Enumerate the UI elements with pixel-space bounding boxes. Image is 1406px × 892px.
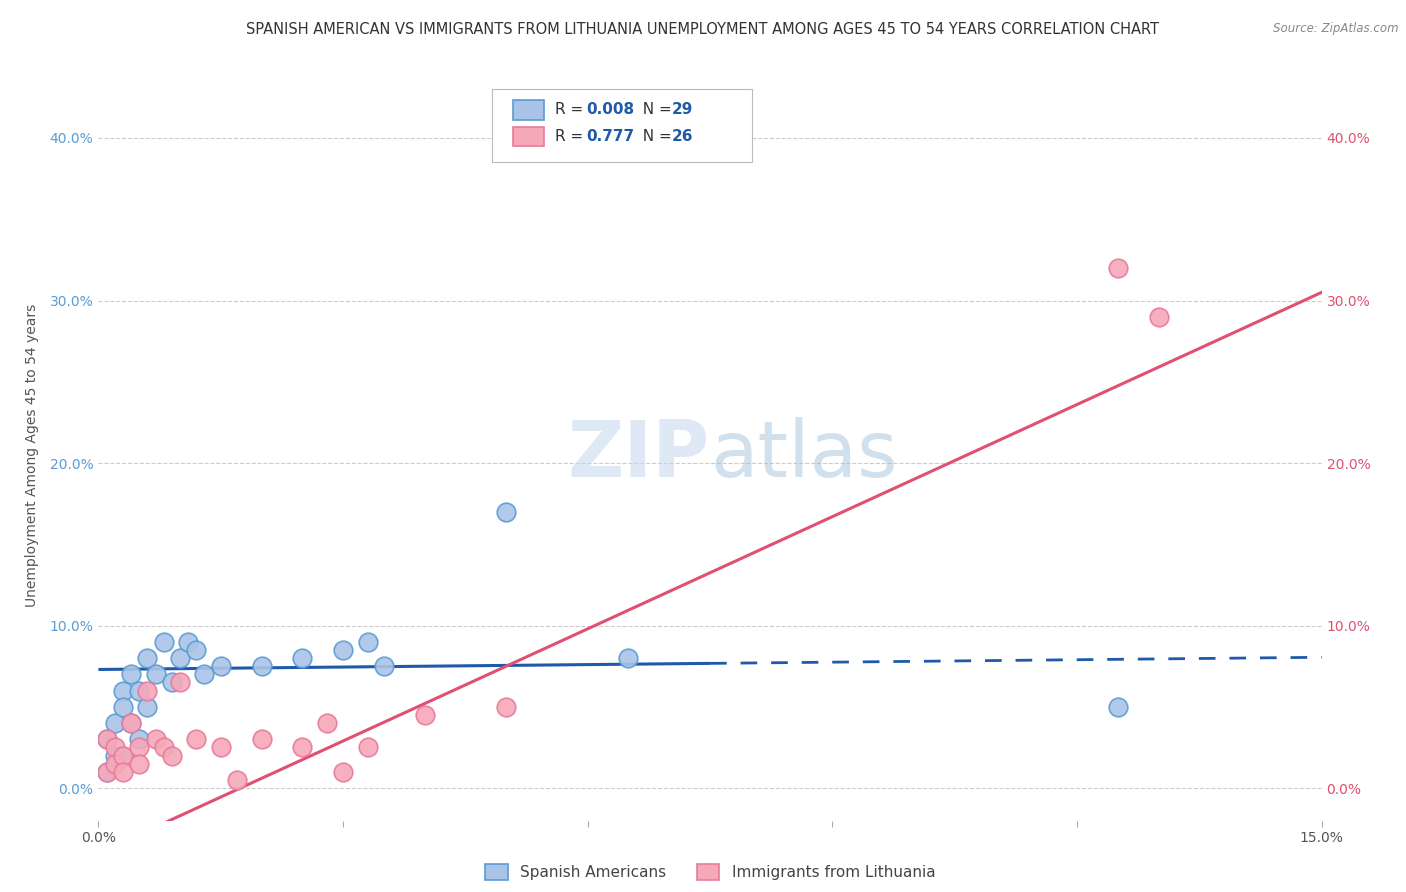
Point [111, 699, 134, 714]
Point [120, 716, 142, 731]
Text: SPANISH AMERICAN VS IMMIGRANTS FROM LITHUANIA UNEMPLOYMENT AMONG AGES 45 TO 54 Y: SPANISH AMERICAN VS IMMIGRANTS FROM LITH… [246, 22, 1160, 37]
Point [193, 667, 215, 681]
Text: N =: N = [633, 129, 676, 144]
Point [177, 635, 200, 649]
Point [373, 659, 395, 673]
Point [111, 748, 134, 763]
Point [104, 716, 127, 731]
Point [152, 740, 174, 755]
Point [186, 732, 208, 747]
Text: R =: R = [555, 103, 589, 117]
Point [413, 708, 436, 723]
Point [169, 651, 191, 665]
Point [226, 772, 249, 787]
Point [1107, 699, 1129, 714]
Point [136, 699, 159, 714]
Point [332, 643, 354, 657]
Point [495, 699, 517, 714]
Text: atlas: atlas [710, 417, 897, 493]
Point [111, 683, 134, 698]
Point [104, 756, 127, 771]
Point [186, 643, 208, 657]
Text: N =: N = [633, 103, 676, 117]
Point [145, 667, 167, 681]
Point [128, 683, 150, 698]
Point [120, 716, 142, 731]
Text: R =: R = [555, 129, 589, 144]
Point [136, 683, 159, 698]
Point [145, 732, 167, 747]
Text: Source: ZipAtlas.com: Source: ZipAtlas.com [1274, 22, 1399, 36]
Point [250, 732, 273, 747]
Point [1147, 310, 1170, 324]
Text: 0.008: 0.008 [586, 103, 634, 117]
Point [160, 675, 183, 690]
Point [96, 732, 118, 747]
Point [96, 732, 118, 747]
Point [209, 659, 232, 673]
Point [152, 635, 174, 649]
Point [120, 667, 142, 681]
Point [104, 748, 127, 763]
Point [160, 748, 183, 763]
Point [356, 635, 378, 649]
Point [128, 756, 150, 771]
Point [128, 740, 150, 755]
Point [617, 651, 640, 665]
Point [96, 764, 118, 779]
Text: 0.777: 0.777 [586, 129, 634, 144]
Point [111, 764, 134, 779]
Point [291, 651, 314, 665]
Point [315, 716, 337, 731]
Text: ZIP: ZIP [568, 417, 710, 493]
Point [356, 740, 378, 755]
Text: 26: 26 [672, 129, 693, 144]
Legend: Spanish Americans, Immigrants from Lithuania: Spanish Americans, Immigrants from Lithu… [478, 858, 942, 886]
Point [111, 748, 134, 763]
Point [250, 659, 273, 673]
Point [169, 675, 191, 690]
Point [104, 740, 127, 755]
Y-axis label: Unemployment Among Ages 45 to 54 years: Unemployment Among Ages 45 to 54 years [24, 303, 38, 607]
Point [136, 651, 159, 665]
Point [96, 764, 118, 779]
Point [495, 505, 517, 519]
Point [332, 764, 354, 779]
Point [209, 740, 232, 755]
Text: 29: 29 [672, 103, 693, 117]
Point [1107, 260, 1129, 275]
Point [291, 740, 314, 755]
Point [128, 732, 150, 747]
